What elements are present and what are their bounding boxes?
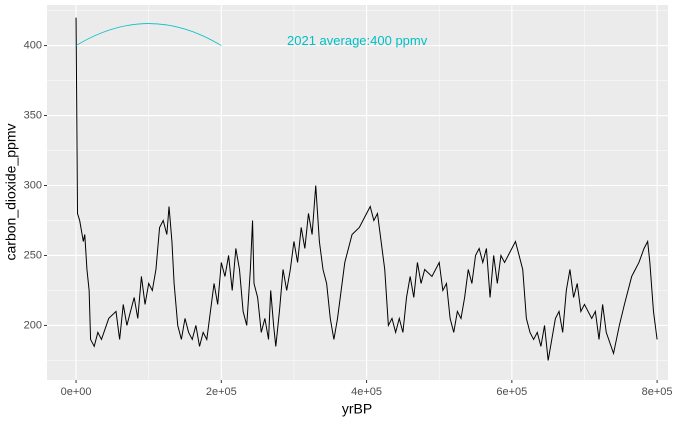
x-tick-label: 4e+05 <box>351 386 382 398</box>
y-tick-label: 200 <box>24 319 42 331</box>
x-tick-label: 8e+05 <box>642 386 673 398</box>
y-tick-label: 400 <box>24 39 42 51</box>
annotation-text: 2021 average:400 ppmv <box>287 33 428 48</box>
panel <box>47 5 668 380</box>
y-tick-label: 300 <box>24 179 42 191</box>
x-axis-title: yrBP <box>342 401 372 417</box>
y-tick-label: 250 <box>24 249 42 261</box>
line <box>75 17 658 361</box>
annotation-curve <box>75 23 222 46</box>
x-tick-label: 6e+05 <box>496 386 527 398</box>
y-axis-title: carbon_dioxide_ppmv <box>3 124 19 261</box>
y-tick-label: 350 <box>24 109 42 121</box>
x-tick-label: 2e+05 <box>206 386 237 398</box>
x-tick-label: 0e+00 <box>61 386 92 398</box>
